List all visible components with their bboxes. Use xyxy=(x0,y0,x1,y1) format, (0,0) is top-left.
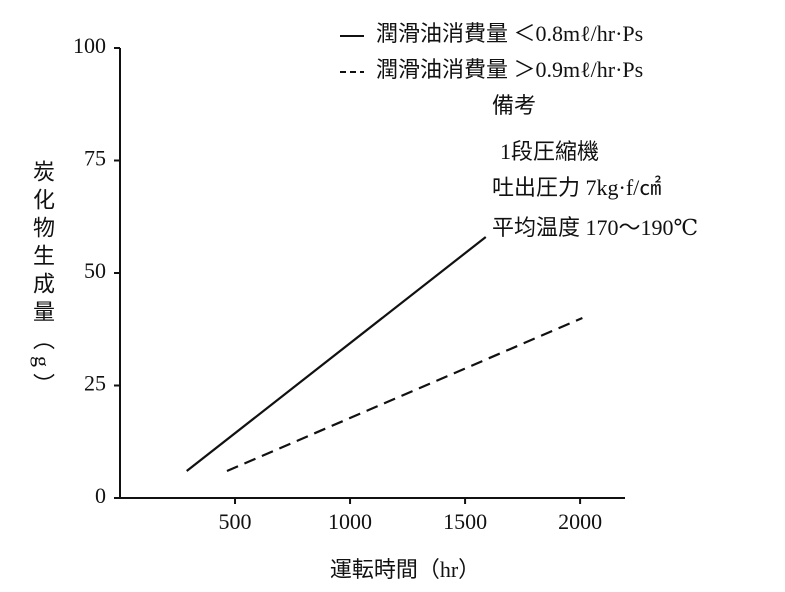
annotation: 平均温度 170～190℃ xyxy=(492,215,698,240)
x-tick-label: 500 xyxy=(219,509,252,534)
y-tick-label: 25 xyxy=(84,371,106,396)
annotation: 吐出圧力 7kg·f/㎠ xyxy=(492,175,661,200)
x-tick-label: 2000 xyxy=(558,509,602,534)
y-tick-label: 100 xyxy=(73,33,106,58)
annotation: 1段圧縮機 xyxy=(500,139,599,164)
data-line xyxy=(226,316,583,473)
x-axis-label: 運転時間（hr） xyxy=(330,557,480,582)
legend-label: 潤滑油消費量 ＜0.8mℓ/hr·Ps xyxy=(376,21,643,46)
y-tick-label: 75 xyxy=(84,146,106,171)
x-tick-label: 1500 xyxy=(443,509,487,534)
legend-label: 潤滑油消費量 ＞0.9mℓ/hr·Ps xyxy=(376,57,643,82)
annotation: 備考 xyxy=(492,93,536,118)
y-tick-label: 50 xyxy=(84,258,106,283)
data-line xyxy=(186,236,487,472)
x-tick-label: 1000 xyxy=(328,509,372,534)
y-axis-label: 炭化物生成量（g） xyxy=(30,160,55,401)
y-tick-label: 0 xyxy=(95,483,106,508)
